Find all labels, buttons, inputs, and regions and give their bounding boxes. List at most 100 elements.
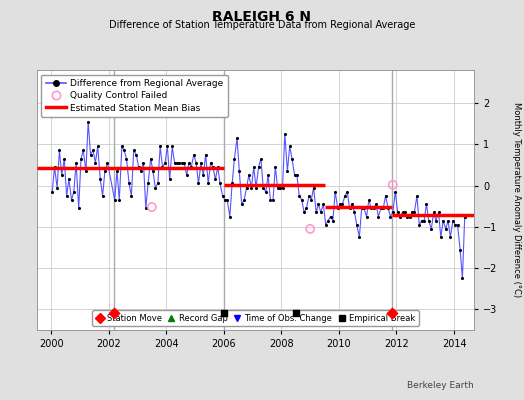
Point: [144, 180, 152, 187]
Point: [408, 209, 416, 216]
Point: [286, 143, 294, 150]
Point: [281, 131, 289, 137]
Point: [53, 184, 61, 191]
Point: [396, 213, 404, 220]
Point: [132, 152, 140, 158]
Point: [252, 184, 260, 191]
Point: [187, 164, 195, 170]
Point: [312, 209, 320, 216]
Point: [209, 164, 217, 170]
Point: [377, 205, 385, 212]
Point: [125, 180, 133, 187]
Point: [240, 197, 248, 203]
Point: [194, 180, 203, 187]
Point: [242, 184, 250, 191]
Point: [77, 156, 85, 162]
Point: [65, 176, 73, 182]
Point: [60, 156, 69, 162]
Point: [161, 160, 169, 166]
Point: [386, 213, 395, 220]
Point: [331, 188, 340, 195]
Point: [134, 164, 143, 170]
Point: [141, 205, 150, 212]
Point: [257, 156, 265, 162]
Point: [387, 310, 396, 317]
Point: [74, 205, 83, 212]
Point: [204, 180, 212, 187]
Point: [261, 188, 270, 195]
Point: [175, 160, 183, 166]
Point: [334, 205, 342, 212]
Point: [319, 201, 328, 207]
Point: [247, 184, 256, 191]
Point: [182, 172, 191, 178]
Point: [192, 160, 200, 166]
Point: [67, 197, 75, 203]
Point: [309, 184, 318, 191]
Point: [384, 205, 392, 212]
Point: [389, 209, 397, 216]
Point: [168, 143, 177, 150]
Point: [369, 205, 378, 212]
Point: [122, 156, 130, 162]
Point: [101, 168, 109, 174]
Point: [158, 164, 167, 170]
Point: [300, 209, 308, 216]
Y-axis label: Monthly Temperature Anomaly Difference (°C): Monthly Temperature Anomaly Difference (…: [511, 102, 520, 298]
Point: [283, 168, 291, 174]
Legend: Station Move, Record Gap, Time of Obs. Change, Empirical Break: Station Move, Record Gap, Time of Obs. C…: [92, 310, 419, 326]
Point: [295, 193, 303, 199]
Point: [96, 176, 104, 182]
Point: [461, 213, 469, 220]
Point: [389, 182, 397, 188]
Point: [422, 201, 431, 207]
Point: [230, 156, 238, 162]
Point: [110, 310, 118, 317]
Point: [456, 246, 464, 253]
Point: [451, 222, 460, 228]
Point: [316, 209, 325, 216]
Point: [432, 218, 440, 224]
Point: [379, 205, 387, 212]
Point: [237, 201, 246, 207]
Point: [394, 209, 402, 216]
Point: [89, 147, 97, 154]
Point: [306, 226, 314, 232]
Point: [82, 168, 90, 174]
Point: [147, 156, 155, 162]
Point: [290, 172, 299, 178]
Point: [314, 201, 323, 207]
Point: [363, 213, 371, 220]
Point: [326, 213, 335, 220]
Point: [430, 209, 438, 216]
Point: [148, 204, 156, 210]
Point: [374, 213, 383, 220]
Point: [415, 222, 423, 228]
Point: [436, 234, 445, 240]
Text: Berkeley Earth: Berkeley Earth: [408, 381, 474, 390]
Point: [410, 209, 419, 216]
Point: [341, 193, 349, 199]
Point: [249, 164, 258, 170]
Point: [235, 168, 244, 174]
Point: [338, 201, 346, 207]
Point: [266, 197, 275, 203]
Point: [255, 164, 263, 170]
Point: [154, 180, 162, 187]
Point: [348, 201, 356, 207]
Point: [197, 160, 205, 166]
Point: [139, 160, 148, 166]
Point: [50, 164, 59, 170]
Text: Difference of Station Temperature Data from Regional Average: Difference of Station Temperature Data f…: [109, 20, 415, 30]
Point: [458, 275, 466, 282]
Point: [216, 180, 224, 187]
Point: [70, 188, 78, 195]
Point: [173, 160, 181, 166]
Point: [211, 176, 220, 182]
Point: [420, 218, 428, 224]
Point: [302, 205, 311, 212]
Point: [417, 218, 425, 224]
Point: [226, 213, 234, 220]
Point: [72, 160, 80, 166]
Point: [170, 160, 179, 166]
